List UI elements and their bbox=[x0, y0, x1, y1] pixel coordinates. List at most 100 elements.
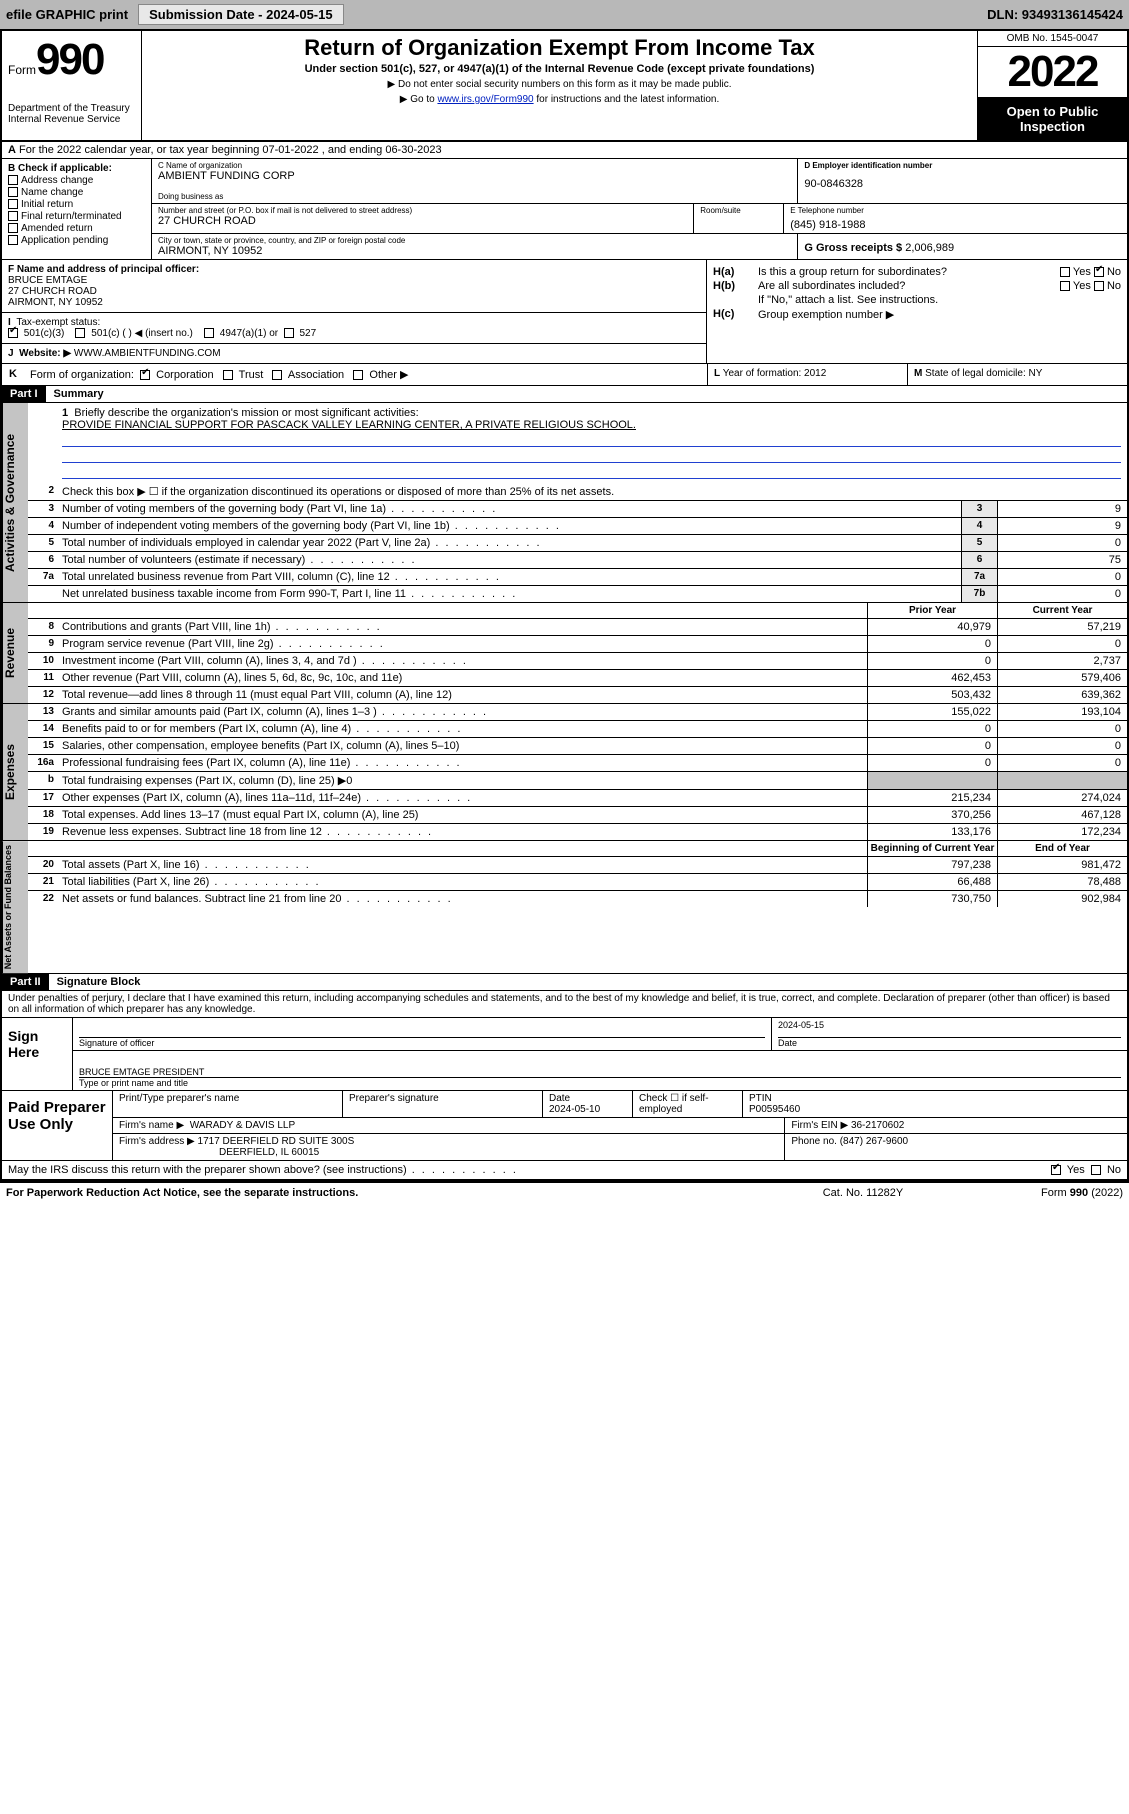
tax-year: 2022 bbox=[978, 47, 1127, 98]
form-container: Form 990 Department of the Treasury Inte… bbox=[0, 29, 1129, 1183]
line-19: Revenue less expenses. Subtract line 18 … bbox=[58, 824, 867, 840]
cb-hb-no[interactable] bbox=[1094, 281, 1104, 291]
page-footer: For Paperwork Reduction Act Notice, see … bbox=[0, 1183, 1129, 1203]
p11: 462,453 bbox=[867, 670, 997, 686]
cell-phone: E Telephone number (845) 918-1988 bbox=[784, 204, 1127, 233]
cb-527[interactable] bbox=[284, 328, 294, 338]
prep-addr: Firm's address ▶ 1717 DEERFIELD RD SUITE… bbox=[113, 1134, 785, 1160]
penalty-text: Under penalties of perjury, I declare th… bbox=[2, 991, 1127, 1018]
l-box: L Year of formation: 2012 bbox=[707, 364, 907, 385]
prep-ptin: PTINP00595460 bbox=[743, 1091, 1127, 1117]
col-beg: Beginning of Current Year bbox=[867, 841, 997, 856]
cb-discuss-no[interactable] bbox=[1091, 1165, 1101, 1175]
officer-name: BRUCE EMTAGE bbox=[8, 275, 700, 286]
prep-date: Date2024-05-10 bbox=[543, 1091, 633, 1117]
row-i: I Tax-exempt status: 501(c)(3) 501(c) ( … bbox=[2, 312, 706, 339]
form-subtitle: Under section 501(c), 527, or 4947(a)(1)… bbox=[152, 63, 967, 75]
cb-assoc[interactable] bbox=[272, 370, 282, 380]
c20: 981,472 bbox=[997, 857, 1127, 873]
col-h: H(a) Is this a group return for subordin… bbox=[707, 260, 1127, 363]
c13: 193,104 bbox=[997, 704, 1127, 720]
line-12: Total revenue—add lines 8 through 11 (mu… bbox=[58, 687, 867, 703]
cb-application-pending[interactable]: Application pending bbox=[8, 235, 145, 246]
cb-4947[interactable] bbox=[204, 328, 214, 338]
hc-text: Group exemption number ▶ bbox=[758, 308, 1121, 321]
c12: 639,362 bbox=[997, 687, 1127, 703]
c14: 0 bbox=[997, 721, 1127, 737]
col-b: B Check if applicable: Address change Na… bbox=[2, 159, 152, 259]
cb-discuss-yes[interactable] bbox=[1051, 1165, 1061, 1175]
prep-selfemp: Check ☐ if self-employed bbox=[633, 1091, 743, 1117]
prep-phone: Phone no. (847) 267-9600 bbox=[785, 1134, 1127, 1160]
val-7b: 0 bbox=[997, 586, 1127, 602]
line-18: Total expenses. Add lines 13–17 (must eq… bbox=[58, 807, 867, 823]
sidetab-activities: Activities & Governance bbox=[2, 403, 28, 602]
cb-initial-return[interactable]: Initial return bbox=[8, 199, 145, 210]
hc-label: H(c) bbox=[713, 308, 758, 321]
form-title: Return of Organization Exempt From Incom… bbox=[152, 35, 967, 61]
prep-sig: Preparer's signature bbox=[343, 1091, 543, 1117]
note-goto-pre: ▶ Go to bbox=[400, 94, 438, 105]
col-b-title: B Check if applicable: bbox=[8, 163, 145, 174]
c17: 274,024 bbox=[997, 790, 1127, 806]
val-3: 9 bbox=[997, 501, 1127, 517]
p16a: 0 bbox=[867, 755, 997, 771]
cb-501c3[interactable] bbox=[8, 328, 18, 338]
hb-note: If "No," attach a list. See instructions… bbox=[758, 294, 1121, 306]
discuss-row: May the IRS discuss this return with the… bbox=[2, 1161, 1127, 1181]
cell-ein: D Employer identification number 90-0846… bbox=[798, 159, 1127, 203]
instructions-link[interactable]: www.irs.gov/Form990 bbox=[437, 94, 533, 105]
p9: 0 bbox=[867, 636, 997, 652]
p13: 155,022 bbox=[867, 704, 997, 720]
cb-hb-yes[interactable] bbox=[1060, 281, 1070, 291]
line-20: Total assets (Part X, line 16) bbox=[58, 857, 867, 873]
ha-label: H(a) bbox=[713, 266, 758, 278]
cb-501c[interactable] bbox=[75, 328, 85, 338]
c15: 0 bbox=[997, 738, 1127, 754]
part1-header: Part ISummary bbox=[2, 386, 1127, 403]
preparer-label: Paid Preparer Use Only bbox=[2, 1091, 112, 1160]
cb-trust[interactable] bbox=[223, 370, 233, 380]
line-2: Check this box ▶ ☐ if the organization d… bbox=[58, 483, 1127, 500]
p8: 40,979 bbox=[867, 619, 997, 635]
col-cde: C Name of organization AMBIENT FUNDING C… bbox=[152, 159, 1127, 259]
cb-ha-yes[interactable] bbox=[1060, 267, 1070, 277]
p20: 797,238 bbox=[867, 857, 997, 873]
c8: 57,219 bbox=[997, 619, 1127, 635]
val-4: 9 bbox=[997, 518, 1127, 534]
sig-name: BRUCE EMTAGE PRESIDENT Type or print nam… bbox=[73, 1051, 1127, 1090]
col-f-ij: F Name and address of principal officer:… bbox=[2, 260, 707, 363]
cb-ha-no[interactable] bbox=[1094, 267, 1104, 277]
hb-label: H(b) bbox=[713, 280, 758, 292]
submission-date-pill: Submission Date - 2024-05-15 bbox=[138, 4, 344, 25]
sidetab-expenses: Expenses bbox=[2, 704, 28, 840]
cb-final-return[interactable]: Final return/terminated bbox=[8, 211, 145, 222]
line-8: Contributions and grants (Part VIII, lin… bbox=[58, 619, 867, 635]
row-j: J Website: ▶ WWW.AMBIENTFUNDING.COM bbox=[2, 343, 706, 359]
p14: 0 bbox=[867, 721, 997, 737]
note-goto-post: for instructions and the latest informat… bbox=[534, 94, 720, 105]
efile-label: efile GRAPHIC print bbox=[6, 7, 128, 22]
val-6: 75 bbox=[997, 552, 1127, 568]
val-5: 0 bbox=[997, 535, 1127, 551]
line-9: Program service revenue (Part VIII, line… bbox=[58, 636, 867, 652]
cb-address-change[interactable]: Address change bbox=[8, 175, 145, 186]
c21: 78,488 bbox=[997, 874, 1127, 890]
cb-amended-return[interactable]: Amended return bbox=[8, 223, 145, 234]
dept-label: Department of the Treasury bbox=[8, 103, 135, 114]
cb-other[interactable] bbox=[353, 370, 363, 380]
p15: 0 bbox=[867, 738, 997, 754]
sig-officer: Signature of officer bbox=[73, 1018, 772, 1050]
p18: 370,256 bbox=[867, 807, 997, 823]
section-bcdeg: B Check if applicable: Address change Na… bbox=[2, 159, 1127, 260]
prep-ein: Firm's EIN ▶ 36-2170602 bbox=[785, 1118, 1127, 1133]
p21: 66,488 bbox=[867, 874, 997, 890]
header-left: Form 990 Department of the Treasury Inte… bbox=[2, 31, 142, 140]
k-label: K bbox=[2, 364, 24, 385]
cb-name-change[interactable]: Name change bbox=[8, 187, 145, 198]
cb-corp[interactable] bbox=[140, 370, 150, 380]
form-number: 990 bbox=[36, 35, 103, 85]
form-word: Form bbox=[8, 63, 36, 77]
c10: 2,737 bbox=[997, 653, 1127, 669]
mission-text: PROVIDE FINANCIAL SUPPORT FOR PASCACK VA… bbox=[62, 419, 636, 431]
